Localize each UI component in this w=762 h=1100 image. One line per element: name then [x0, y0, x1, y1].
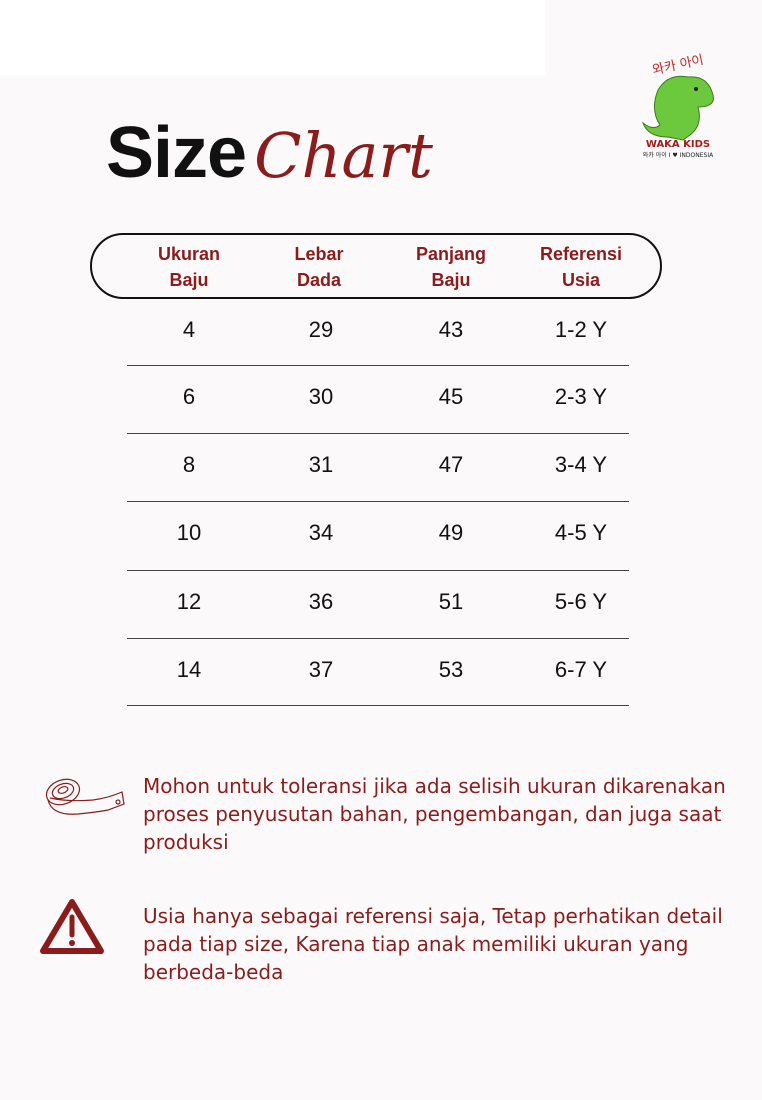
cell-lebar-dada: 30	[308, 384, 334, 409]
svg-text:와카 아이: 와카 아이	[651, 53, 705, 78]
note-line: Usia hanya sebagai referensi saja, Tetap…	[143, 904, 723, 928]
note-line: berbeda-beda	[143, 960, 284, 984]
cell-panjang-baju: 45	[438, 384, 464, 409]
cell-lebar-dada: 31	[308, 452, 334, 477]
table-row: 12 36 51 5-6 Y	[127, 571, 629, 639]
header-line: Panjang	[415, 244, 486, 264]
table-row: 8 31 47 3-4 Y	[127, 434, 629, 502]
cell-panjang-baju: 43	[438, 317, 464, 342]
header-panjang-baju: Panjang Baju	[386, 241, 516, 293]
cell-lebar-dada: 37	[308, 657, 334, 682]
cell-panjang-baju: 51	[438, 589, 464, 614]
note-line: Mohon untuk toleransi jika ada selisih u…	[143, 774, 726, 798]
header-line: Dada	[296, 270, 341, 290]
table-row: 4 29 43 1-2 Y	[127, 299, 629, 366]
title-chart: Chart	[254, 119, 433, 192]
note-tolerance: Mohon untuk toleransi jika ada selisih u…	[143, 772, 733, 856]
cell-ukuran: 12	[176, 589, 202, 614]
cell-usia: 4-5 Y	[554, 520, 608, 545]
cell-lebar-dada: 29	[308, 317, 334, 342]
header-line: Referensi	[539, 244, 623, 264]
svg-text:와카 아이 I ♥ INDONESIA: 와카 아이 I ♥ INDONESIA	[643, 151, 714, 159]
svg-text:WAKA KIDS: WAKA KIDS	[646, 139, 710, 150]
header-line: Baju	[169, 270, 209, 290]
cell-panjang-baju: 53	[438, 657, 464, 682]
cell-ukuran: 4	[182, 317, 196, 342]
page-title: Size Chart	[106, 112, 433, 194]
cell-panjang-baju: 49	[438, 520, 464, 545]
cell-lebar-dada: 36	[308, 589, 334, 614]
header-line: Ukuran	[157, 244, 220, 264]
header-line: Usia	[561, 270, 601, 290]
header-line: Baju	[431, 270, 471, 290]
note-line: pada tiap size, Karena tiap anak memilik…	[143, 932, 689, 956]
cell-panjang-baju: 47	[438, 452, 464, 477]
cell-ukuran: 8	[182, 452, 196, 477]
cell-ukuran: 6	[182, 384, 196, 409]
warning-icon	[40, 899, 104, 954]
note-line: produksi	[143, 830, 229, 854]
table-header: Ukuran Baju Lebar Dada Panjang Baju Referen…	[90, 233, 662, 299]
header-line: Lebar	[294, 244, 344, 264]
waka-kids-logo: 와카 아이 WAKA KIDS 와카 아이 I ♥ INDONESIA	[641, 53, 714, 159]
table-row: 10 34 49 4-5 Y	[127, 502, 629, 571]
table-row: 6 30 45 2-3 Y	[127, 366, 629, 434]
cell-usia: 5-6 Y	[554, 589, 608, 614]
note-age-reference: Usia hanya sebagai referensi saja, Tetap…	[143, 902, 733, 986]
cell-usia: 1-2 Y	[554, 317, 608, 342]
measuring-tape-icon	[45, 778, 125, 815]
cell-usia: 2-3 Y	[554, 384, 608, 409]
table-row: 14 37 53 6-7 Y	[127, 639, 629, 706]
cell-lebar-dada: 34	[308, 520, 334, 545]
header-referensi-usia: Referensi Usia	[516, 241, 646, 293]
top-band	[0, 0, 545, 75]
cell-usia: 3-4 Y	[554, 452, 608, 477]
header-ukuran-baju: Ukuran Baju	[124, 241, 254, 293]
cell-ukuran: 10	[176, 520, 202, 545]
note-line: proses penyusutan bahan, pengembangan, d…	[143, 802, 722, 826]
cell-usia: 6-7 Y	[554, 657, 608, 682]
cell-ukuran: 14	[176, 657, 202, 682]
header-lebar-dada: Lebar Dada	[254, 241, 384, 293]
title-size: Size	[106, 113, 247, 193]
